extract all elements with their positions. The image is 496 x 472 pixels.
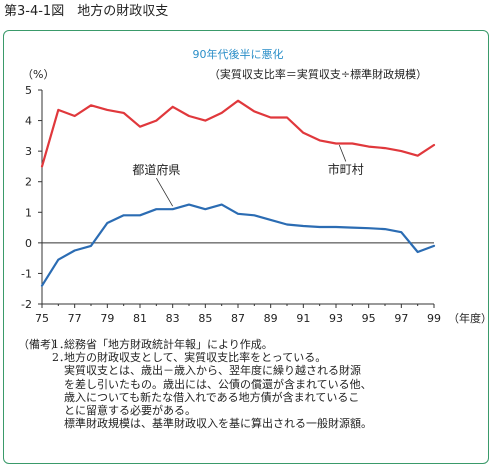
note-continuation-3: 歳入についても新たな借入れである地方債が含まれているこ	[64, 390, 360, 404]
axes: 5 4 3 2 1 0 -1 -275 77 79 81 83 85 87 89 91 93 95 97 99	[21, 84, 441, 325]
y-tick-label: 2	[25, 176, 32, 189]
y-tick-label: -2	[21, 298, 32, 311]
note-cont-row-3: 歳入についても新たな借入れである地方債が含まれているこ	[18, 391, 478, 404]
series-lines	[40, 99, 436, 287]
note-text-2: 地方の財政収支として、実質収支比率をとっている。	[64, 351, 327, 365]
note-number-1: 1．	[52, 338, 70, 351]
x-tick-label: 81	[133, 312, 147, 325]
x-axis-label: （年度）	[448, 311, 492, 325]
y-tick-label: 0	[25, 237, 32, 250]
x-tick-label: 77	[68, 312, 82, 325]
x-tick-label: 83	[166, 312, 180, 325]
note-continuation-4: とに留意する必要がある。	[64, 403, 196, 417]
chart-formula: （実質収支比率＝実質収支÷標準財政規模）	[209, 67, 427, 81]
x-tick-label: 79	[100, 312, 114, 325]
municipalities-line	[40, 99, 436, 168]
note-cont-row-4: とに留意する必要がある。	[18, 404, 478, 417]
y-axis-label: （%）	[22, 68, 54, 81]
x-tick-label: 91	[296, 312, 310, 325]
x-tick-label: 89	[264, 312, 278, 325]
y-tick-label: 5	[25, 84, 32, 97]
notes: （備考） 1． 総務省「地方財政統計年報」により作成。 2． 地方の財政収支とし…	[18, 338, 478, 430]
y-tick-label: 3	[25, 145, 32, 158]
note-row-2: 2． 地方の財政収支として、実質収支比率をとっている。	[18, 351, 478, 364]
y-tick-label: 4	[25, 115, 32, 128]
municipalities-leader-line	[338, 144, 347, 162]
note-number-2: 2．	[52, 351, 70, 365]
note-cont-row-5: 標準財政規模は、基準財政収入を基に算出される一般財源額。	[18, 417, 478, 430]
series-labels: 市町村 都道府県	[132, 144, 364, 207]
note-text-1: 総務省「地方財政統計年報」により作成。	[64, 338, 273, 351]
x-tick-label: 93	[329, 312, 343, 325]
prefectures-line	[40, 203, 436, 287]
y-tick-label: 1	[25, 206, 32, 219]
note-continuation-2: を差し引いたもの。歳出には、公債の償還が含まれている他、	[64, 377, 372, 391]
y-tick-label: -1	[21, 267, 32, 280]
x-tick-label: 85	[198, 312, 212, 325]
note-row-1: （備考） 1． 総務省「地方財政統計年報」により作成。	[18, 338, 478, 351]
prefectures-label: 都道府県	[132, 162, 180, 177]
figure-title: 第3-4-1図 地方の財政収支	[4, 4, 169, 19]
note-continuation-1: 実質収支とは、歳出－歳入から、翌年度に繰り越される財源	[64, 364, 361, 378]
note-cont-row-2: を差し引いたもの。歳出には、公債の償還が含まれている他、	[18, 378, 478, 391]
prefectures-leader-line	[155, 177, 174, 207]
x-tick-label: 75	[35, 312, 49, 325]
x-tick-label: 87	[231, 312, 245, 325]
x-tick-label: 97	[394, 312, 408, 325]
chart-subtitle: 90年代後半に悪化	[193, 47, 284, 61]
x-tick-label: 99	[427, 312, 441, 325]
note-continuation-5: 標準財政規模は、基準財政収入を基に算出される一般財源額。	[64, 417, 372, 431]
note-cont-row-1: 実質収支とは、歳出－歳入から、翌年度に繰り越される財源	[18, 364, 478, 377]
x-tick-label: 95	[362, 312, 376, 325]
notes-head: （備考）	[18, 338, 62, 351]
line-chart: 90年代後半に悪化 （実質収支比率＝実質収支÷標準財政規模） （%） （年度） …	[21, 47, 492, 325]
municipalities-label: 市町村	[328, 161, 364, 176]
